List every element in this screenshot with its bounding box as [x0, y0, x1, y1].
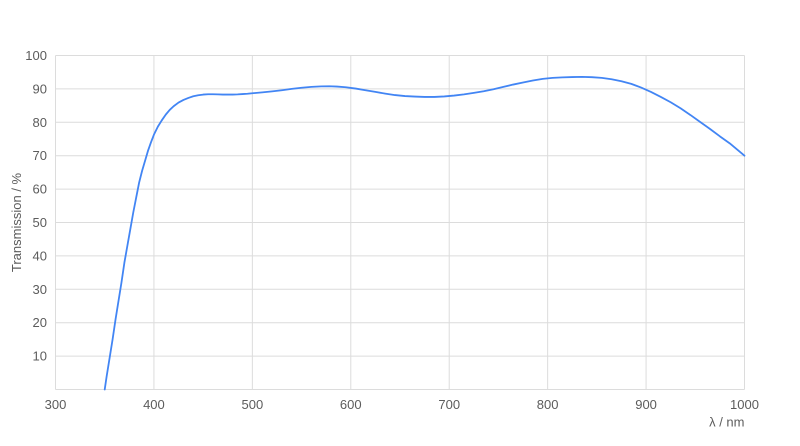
x-axis-title: λ / nm	[709, 415, 744, 430]
x-tick-label: 1000	[730, 397, 759, 412]
x-tick-label: 300	[45, 397, 67, 412]
y-tick-label: 70	[33, 148, 47, 163]
y-axis-title: Transmission / %	[9, 172, 24, 272]
x-tick-label: 800	[537, 397, 559, 412]
y-tick-label: 100	[25, 48, 47, 63]
x-tick-label: 700	[438, 397, 460, 412]
x-tick-label: 500	[242, 397, 264, 412]
y-tick-label: 80	[33, 115, 47, 130]
y-tick-label: 30	[33, 282, 47, 297]
x-tick-label: 400	[143, 397, 165, 412]
x-tick-label: 900	[635, 397, 657, 412]
x-tick-label: 600	[340, 397, 362, 412]
series-line-transmission	[103, 75, 746, 391]
y-tick-label: 90	[33, 81, 47, 96]
y-tick-label: 40	[33, 248, 47, 263]
y-tick-label: 60	[33, 182, 47, 197]
y-tick-label: 10	[33, 349, 47, 364]
y-tick-label: 20	[33, 315, 47, 330]
y-tick-label: 50	[33, 215, 47, 230]
